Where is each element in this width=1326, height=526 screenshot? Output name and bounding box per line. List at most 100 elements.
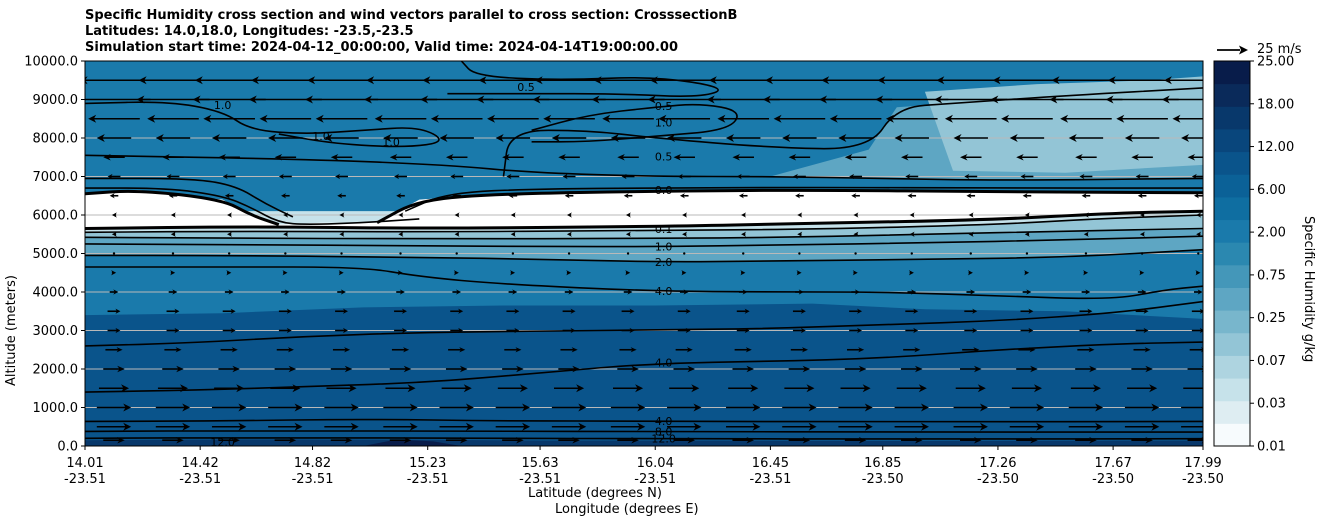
wind-vector (1077, 347, 1095, 353)
contour-label: 1.0 (382, 136, 400, 149)
wind-vector (558, 365, 580, 373)
wind-vector (171, 252, 175, 255)
wind-vector (1018, 347, 1036, 353)
wind-vector (450, 308, 464, 314)
wind-vector (966, 289, 976, 295)
wind-vector (796, 270, 802, 276)
wind-vector (667, 403, 702, 412)
wind-vector (399, 252, 402, 255)
wind-vector (562, 327, 576, 334)
wind-vector (1181, 406, 1203, 409)
wind-vector (96, 134, 132, 142)
x-tick-label-lon: -23.51 (407, 472, 449, 487)
wind-vector (602, 114, 654, 123)
x-tick-label-lat: 14.82 (294, 456, 331, 471)
wind-vector (1124, 403, 1160, 412)
wind-vector (226, 270, 232, 276)
wind-vector (849, 308, 863, 314)
wind-vector (332, 347, 351, 353)
wind-vector (508, 193, 518, 199)
wind-vector (307, 76, 376, 85)
wind-vector (1191, 173, 1203, 180)
wind-vector (1020, 327, 1034, 334)
colorbar-band (1214, 310, 1250, 334)
wind-vector (558, 437, 580, 444)
wind-vector (613, 384, 644, 393)
wind-vector (326, 384, 357, 393)
colorbar-tick-label: 6.00 (1257, 183, 1286, 198)
wind-vector (454, 212, 460, 218)
wind-vector (330, 365, 353, 373)
wind-vector (1183, 387, 1203, 390)
chart-title-line-3: Simulation start time: 2024-04-12_00:00:… (85, 40, 678, 55)
contour-line-0.1 (85, 214, 1203, 234)
y-tick-label: 5000.0 (33, 247, 79, 262)
wind-vector (844, 154, 867, 161)
colorbar-tick-label: 0.01 (1257, 440, 1286, 455)
wind-vector (554, 384, 585, 393)
wind-vector (562, 308, 576, 314)
wind-vector (339, 212, 345, 218)
wind-vector (224, 289, 234, 295)
wind-vector (335, 173, 348, 180)
wind-vector (157, 384, 189, 393)
wind-vector (567, 252, 571, 255)
wind-vector (111, 270, 117, 276)
colorbar-band (1214, 151, 1250, 175)
contour-line-1.0 (85, 235, 1203, 248)
wind-vector (736, 308, 750, 314)
x-tick-label-lon: -23.51 (179, 472, 221, 487)
colorbar-band (1214, 83, 1250, 107)
wind-vector (450, 327, 464, 334)
wind-vector (829, 114, 882, 123)
x-tick-label-lon: -23.51 (634, 472, 676, 487)
wind-vector (623, 193, 633, 199)
x-axis-label-latitude: Latitude (degrees N) (528, 486, 662, 501)
wind-vector (374, 114, 427, 123)
y-tick-label: 1000.0 (33, 401, 79, 416)
wind-vector (1139, 231, 1145, 237)
wind-vector (1131, 437, 1153, 444)
wind-vector (896, 384, 927, 393)
wind-vector (162, 154, 184, 161)
humidity-fill-7 (85, 190, 1203, 229)
wind-vector (1196, 231, 1202, 237)
wind-vector (1161, 95, 1203, 104)
wind-vector (147, 114, 199, 123)
wind-vector (846, 347, 865, 353)
contour-label: 12.0 (210, 436, 235, 449)
colorbar-band (1214, 264, 1250, 288)
wind-vector (506, 308, 520, 314)
wind-vector (166, 173, 180, 180)
quiver-key-arrow-head (1239, 45, 1248, 55)
wind-vector (740, 270, 746, 276)
wind-vector (1135, 308, 1149, 314)
wind-vector (441, 384, 472, 393)
wind-vector (667, 134, 702, 142)
wind-vector (107, 327, 121, 334)
wind-vector (315, 114, 368, 123)
wind-vector (1022, 289, 1032, 295)
wind-vector (103, 154, 125, 161)
wind-vector (625, 212, 631, 218)
wind-vector (112, 252, 116, 255)
contour-line-0.0 (376, 188, 1203, 225)
wind-vector (339, 231, 345, 237)
colorbar-label: Specific Humidity g/kg (1301, 216, 1316, 363)
wind-vector (675, 347, 693, 353)
wind-vector (396, 289, 405, 295)
wind-vector (795, 193, 804, 199)
wind-vector (894, 403, 929, 412)
wind-vector (85, 76, 149, 85)
wind-vector (877, 76, 947, 85)
wind-vector (495, 403, 531, 412)
wind-vector (551, 403, 587, 412)
wind-vector (1075, 365, 1097, 373)
contour-line-1.0 (85, 101, 440, 148)
wind-vector (502, 154, 524, 161)
wind-vector (511, 252, 515, 255)
y-tick-label: 0.0 (57, 440, 78, 455)
wind-vector (621, 173, 635, 180)
x-tick-label-lon: -23.50 (1182, 472, 1224, 487)
wind-vector (1079, 308, 1093, 314)
